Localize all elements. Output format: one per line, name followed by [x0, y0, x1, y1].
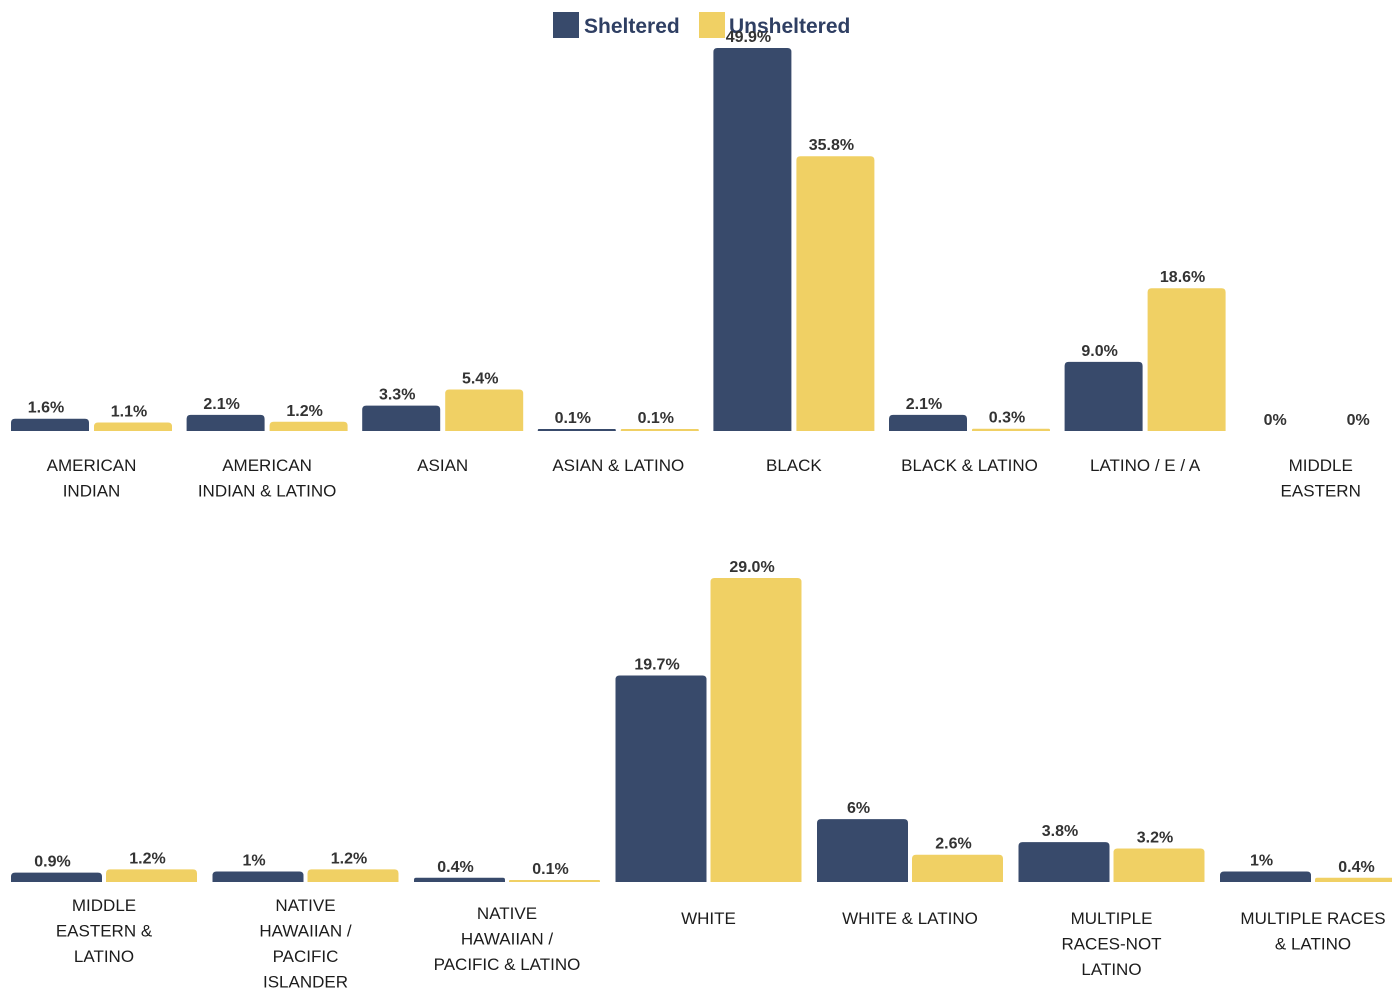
category-label-middle-eastern-latino: MIDDLE EASTERN & LATINO: [56, 896, 153, 966]
value-label-unsheltered-black: 35.8%: [809, 137, 854, 154]
legend-label-unsheltered: Unsheltered: [729, 15, 850, 38]
bar-unsheltered-multiple-races-not-latino: [1113, 848, 1205, 882]
bottom-chart-panel: 0.9% 1.2% MIDDLE EASTERN & LATINO 1% 1.2% NATIV…: [11, 559, 1392, 991]
bar-sheltered-black-latino: [889, 414, 967, 431]
category-label-white: WHITE: [681, 909, 736, 928]
value-label-unsheltered-american-indian: 1.1%: [111, 404, 147, 421]
value-label-unsheltered-middle-eastern: 0%: [1347, 412, 1370, 429]
category-label-asian: ASIAN: [417, 456, 468, 475]
value-label-unsheltered-black-latino: 0.3%: [989, 410, 1025, 427]
legend-label-sheltered: Sheltered: [584, 15, 680, 38]
value-label-unsheltered-middle-eastern-latino: 1.2%: [129, 850, 165, 867]
value-label-sheltered-latino-e-a: 9.0%: [1081, 343, 1117, 360]
category-label-multiple-races-latino: MULTIPLE RACES & LATINO: [1240, 909, 1385, 954]
value-label-sheltered-white: 19.7%: [634, 656, 679, 673]
bar-unsheltered-white-latino: [912, 854, 1003, 882]
value-label-sheltered-black: 49.9%: [726, 29, 771, 46]
category-label-asian-latino: ASIAN & LATINO: [552, 456, 684, 475]
value-label-sheltered-american-indian: 1.6%: [28, 400, 64, 417]
value-label-unsheltered-white-latino: 2.6%: [935, 836, 971, 853]
value-label-sheltered-middle-eastern-latino: 0.9%: [34, 854, 70, 871]
bar-sheltered-multiple-races-latino: [1220, 871, 1311, 882]
value-label-sheltered-native-hawaiian-pacific-islander: 1%: [242, 853, 265, 870]
category-label-black: BLACK: [766, 456, 822, 475]
bar-sheltered-middle-eastern-latino: [11, 872, 102, 882]
value-label-sheltered-multiple-races-not-latino: 3.8%: [1042, 823, 1078, 840]
bar-unsheltered-asian-latino: [620, 429, 699, 431]
value-label-unsheltered-asian: 5.4%: [462, 371, 498, 388]
value-label-sheltered-american-indian-latino: 2.1%: [203, 396, 239, 413]
value-label-sheltered-asian: 3.3%: [379, 387, 415, 404]
category-label-native-hawaiian-pacific-islander: NATIVE HAWAIIAN / PACIFIC ISLANDER: [259, 896, 352, 991]
bar-sheltered-american-indian: [11, 418, 89, 431]
legend-swatch-unsheltered: [699, 12, 725, 38]
bar-unsheltered-native-hawaiian-pacific-latino: [509, 880, 600, 882]
value-label-unsheltered-white: 29.0%: [729, 559, 774, 576]
category-label-multiple-races-not-latino: MULTIPLE RACES-NOT LATINO: [1061, 909, 1161, 979]
bar-unsheltered-white: [710, 578, 802, 882]
bar-unsheltered-black-latino: [972, 428, 1050, 431]
category-label-white-latino: WHITE & LATINO: [842, 909, 978, 928]
bar-sheltered-asian-latino: [537, 429, 616, 431]
bar-unsheltered-native-hawaiian-pacific-islander: [307, 869, 399, 882]
bar-sheltered-asian: [362, 405, 441, 431]
category-label-native-hawaiian-pacific-latino: NATIVE HAWAIIAN / PACIFIC & LATINO: [434, 904, 581, 974]
bar-unsheltered-american-indian: [94, 422, 172, 431]
value-label-sheltered-multiple-races-latino: 1%: [1250, 853, 1273, 870]
value-label-unsheltered-native-hawaiian-pacific-islander: 1.2%: [331, 850, 367, 867]
bar-sheltered-american-indian-latino: [186, 414, 265, 431]
bar-sheltered-native-hawaiian-pacific-islander: [212, 871, 304, 882]
bar-unsheltered-latino-e-a: [1147, 288, 1226, 431]
value-label-unsheltered-native-hawaiian-pacific-latino: 0.1%: [532, 861, 568, 878]
value-label-sheltered-white-latino: 6%: [847, 800, 870, 817]
category-label-latino-e-a: LATINO / E / A: [1090, 456, 1201, 475]
bar-sheltered-native-hawaiian-pacific-latino: [414, 877, 505, 882]
value-label-unsheltered-multiple-races-latino: 0.4%: [1338, 859, 1374, 876]
bar-sheltered-multiple-races-not-latino: [1018, 842, 1110, 882]
value-label-unsheltered-multiple-races-not-latino: 3.2%: [1137, 829, 1173, 846]
bar-unsheltered-black: [796, 156, 875, 431]
category-label-black-latino: BLACK & LATINO: [901, 456, 1038, 475]
value-label-unsheltered-latino-e-a: 18.6%: [1160, 269, 1205, 286]
bar-sheltered-white-latino: [817, 819, 908, 882]
category-label-american-indian-latino: AMERICAN INDIAN & LATINO: [198, 456, 337, 501]
value-label-unsheltered-asian-latino: 0.1%: [638, 410, 674, 427]
value-label-sheltered-asian-latino: 0.1%: [555, 410, 591, 427]
value-label-sheltered-middle-eastern: 0%: [1264, 412, 1287, 429]
category-label-middle-eastern: MIDDLE EASTERN: [1281, 456, 1361, 501]
legend-swatch-sheltered: [553, 12, 579, 38]
bar-sheltered-latino-e-a: [1064, 361, 1143, 431]
value-label-unsheltered-american-indian-latino: 1.2%: [286, 403, 322, 420]
bar-unsheltered-asian: [445, 389, 524, 431]
bar-unsheltered-middle-eastern-latino: [106, 869, 197, 882]
bar-unsheltered-american-indian-latino: [269, 421, 348, 431]
legend: Sheltered Unsheltered: [553, 12, 850, 38]
top-chart-panel: 1.6% 1.1% AMERICAN INDIAN 2.1% 1.2% AMERICAN IN…: [11, 29, 1370, 501]
value-label-sheltered-native-hawaiian-pacific-latino: 0.4%: [437, 859, 473, 876]
category-label-american-indian: AMERICAN INDIAN: [47, 456, 137, 501]
bar-unsheltered-multiple-races-latino: [1315, 877, 1392, 882]
bar-sheltered-black: [713, 48, 792, 431]
bar-sheltered-white: [615, 675, 707, 882]
value-label-sheltered-black-latino: 2.1%: [906, 396, 942, 413]
